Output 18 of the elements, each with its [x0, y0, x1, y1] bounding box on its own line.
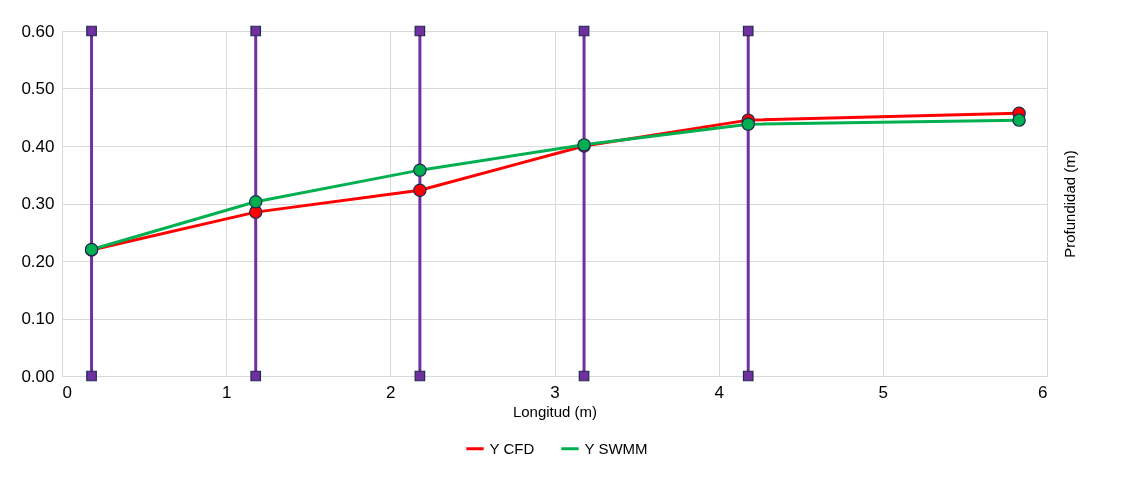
y-tick-label: 0.00	[21, 366, 55, 386]
x-tick-label: 5	[878, 382, 889, 402]
x-axis-title: Longitud (m)	[512, 402, 598, 420]
x-tick-label: 0	[62, 382, 72, 402]
y-tick-label: 0.40	[21, 136, 55, 156]
x-tick-label: 2	[386, 382, 396, 402]
legend-label: Y CFD	[489, 439, 535, 457]
y-tick-label: 0.60	[21, 21, 55, 41]
y-tick-label: 0.30	[21, 194, 55, 213]
y-tick-label: 0.20	[21, 251, 55, 271]
y-tick-label: 0.10	[21, 309, 55, 328]
x-tick-label: 3	[550, 382, 560, 402]
y-axis-title: Profundidad (m)	[1060, 150, 1078, 258]
x-tick-label: 4	[714, 382, 724, 402]
legend-label: Y SWMM	[584, 439, 648, 457]
x-tick-label: 6	[1038, 382, 1048, 402]
y-tick-label: 0.50	[21, 79, 55, 98]
x-tick-label: 1	[221, 382, 232, 402]
